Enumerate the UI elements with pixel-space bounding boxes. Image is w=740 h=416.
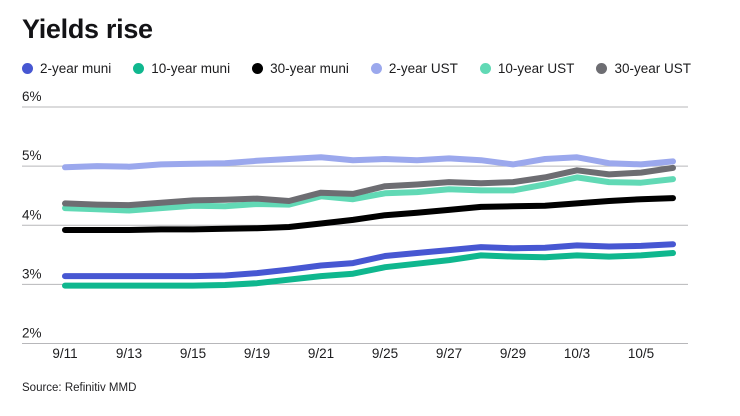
series-line-10-year-muni [62, 250, 676, 289]
series-line-2-year-ust [62, 154, 676, 171]
legend-swatch-icon [252, 63, 264, 74]
legend-swatch-icon [479, 63, 491, 74]
x-axis-label: 9/25 [372, 346, 398, 361]
y-axis-label: 5% [22, 148, 42, 163]
chart-title: Yields rise [22, 14, 153, 44]
legend-swatch-icon [22, 63, 33, 74]
x-axis-label: 9/13 [116, 346, 142, 361]
series-line-10-year-ust [62, 174, 676, 214]
legend-label: 2-year muni [40, 61, 112, 76]
x-axis-label: 10/5 [628, 346, 654, 361]
series-line-30-year-muni [62, 195, 676, 233]
legend-item-30-year-muni: 30-year muni [252, 61, 349, 76]
legend-label: 10-year UST [497, 61, 575, 76]
legend-item-2-year-ust: 2-year UST [370, 61, 458, 76]
x-axis-label: 9/21 [308, 346, 334, 361]
legend-swatch-icon [596, 63, 608, 74]
legend-swatch-icon [370, 63, 382, 74]
legend-label: 30-year muni [270, 61, 349, 76]
legend-label: 30-year UST [614, 61, 691, 76]
legend-swatch-icon [133, 63, 145, 74]
legend-item-30-year-ust: 30-year UST [596, 61, 691, 76]
x-axis-label: 9/11 [52, 346, 77, 361]
legend-item-10-year-muni: 10-year muni [133, 61, 230, 76]
x-axis-label: 10/3 [564, 346, 590, 361]
y-axis-label: 2% [22, 326, 42, 341]
x-axis-label: 9/19 [244, 346, 270, 361]
source-note: Source: Refinitiv MMD [22, 382, 137, 394]
y-axis-label: 4% [22, 207, 42, 222]
x-axis-label: 9/15 [180, 346, 206, 361]
legend-label: 10-year muni [151, 61, 231, 76]
y-axis-label: 6% [22, 89, 42, 104]
legend-item-2-year-muni: 2-year muni [22, 61, 111, 76]
series-line-2-year-muni [62, 241, 676, 280]
x-axis-label: 9/27 [436, 346, 462, 361]
y-axis-label: 3% [22, 266, 42, 281]
legend-item-10-year-ust: 10-year UST [479, 61, 575, 76]
series-line-30-year-ust [62, 164, 676, 209]
legend: 2-year muni 10-year muni 30-year muni 2-yea… [22, 61, 730, 76]
legend-label: 2-year UST [388, 61, 458, 76]
x-axis-label: 9/29 [500, 346, 526, 361]
